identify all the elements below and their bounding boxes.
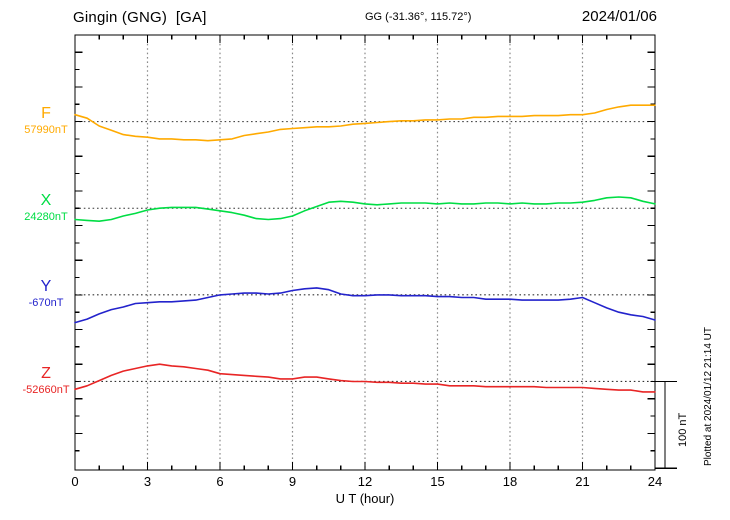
x-axis-tick-label: 6 xyxy=(216,474,224,489)
x-axis-tick-label: 15 xyxy=(430,474,445,489)
series-label-X: X 24280nT xyxy=(2,193,90,223)
trace-Z xyxy=(74,363,656,393)
trace-Y xyxy=(74,287,656,324)
geo-coordinates: GG (-31.36°, 115.72°) xyxy=(365,11,472,23)
series-baseline-value-Y: -670nT xyxy=(28,297,64,309)
series-label-Z: Z -52660nT xyxy=(2,366,90,396)
series-label-Y: Y -670nT xyxy=(2,279,90,309)
series-baseline-value-X: 24280nT xyxy=(24,211,68,223)
series-letter-F: F xyxy=(41,105,51,122)
series-letter-X: X xyxy=(40,192,52,209)
x-axis-tick-label: 9 xyxy=(288,474,297,489)
trace-X xyxy=(74,196,656,222)
scale-bar-label: 100 nT xyxy=(677,412,689,447)
x-axis-tick-label: 0 xyxy=(71,474,79,489)
plotted-at-label: Plotted at 2024/01/12 21:14 UT xyxy=(703,327,714,466)
x-axis-tick-label: 3 xyxy=(143,474,152,489)
series-letter-Y: Y xyxy=(40,278,52,295)
station-title: Gingin (GNG) [GA] xyxy=(73,9,207,26)
series-baseline-value-Z: -52660nT xyxy=(22,384,70,396)
plot-date: 2024/01/06 xyxy=(581,8,657,25)
x-axis-tick-label: 21 xyxy=(575,474,590,489)
series-label-F: F 57990nT xyxy=(2,106,90,136)
series-letter-Z: Z xyxy=(41,365,51,382)
x-axis-tick-label: 18 xyxy=(502,474,518,489)
x-axis-title: U T (hour) xyxy=(335,491,395,506)
series-baseline-value-F: 57990nT xyxy=(24,124,68,136)
x-axis-tick-label: 24 xyxy=(647,474,663,489)
x-axis-tick-label: 12 xyxy=(357,474,373,489)
trace-F xyxy=(74,104,656,142)
